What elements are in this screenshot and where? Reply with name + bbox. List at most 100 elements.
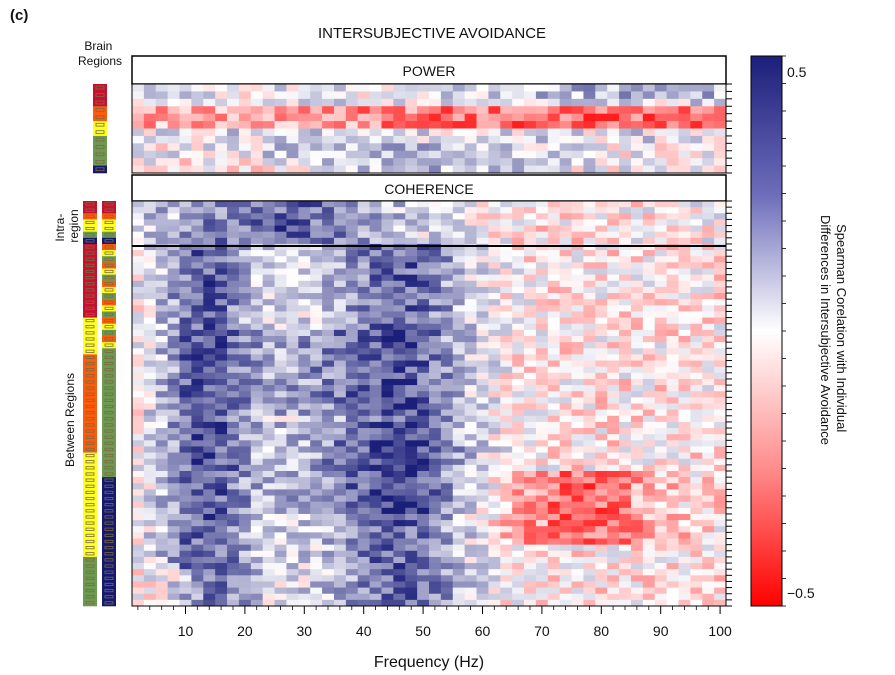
heatmap-cell [167,587,180,595]
heatmap-cell [476,538,489,546]
heatmap-cell [322,165,335,174]
heatmap-cell [464,201,477,208]
heatmap-cell [417,366,430,374]
heatmap-cell [690,317,703,325]
heatmap-cell [452,91,466,100]
heatmap-cell [345,243,359,251]
heatmap-cell [238,495,252,503]
heatmap-cell [571,128,584,137]
heatmap-cell [298,477,311,484]
heatmap-cell [369,593,382,601]
heatmap-cell [666,225,679,233]
heatmap-cell [595,587,608,595]
heatmap-cell [393,587,406,595]
heatmap-cell [571,428,584,435]
heatmap-cell [179,336,192,343]
heatmap-cell [512,526,525,533]
heatmap-cell [607,121,620,129]
heatmap-cell [381,225,394,233]
heatmap-cell [167,342,180,349]
region-marker [104,226,114,231]
heatmap-cell [333,243,347,251]
heatmap-cell [286,360,299,368]
heatmap-cell [203,526,216,533]
region-color-cell [83,391,97,398]
heatmap-cell [405,581,418,588]
heatmap-cell [333,293,347,300]
heatmap-cell [417,550,430,558]
heatmap-cell [238,378,252,386]
region-marker [104,245,114,249]
heatmap-cell [322,471,335,478]
heatmap-cell [524,231,537,239]
heatmap-cell [155,581,169,588]
heatmap-cell [322,489,335,496]
heatmap-cell [595,495,608,503]
heatmap-cell [132,501,145,509]
heatmap-cell [512,128,525,137]
heatmap-cell [678,464,691,472]
heatmap-cell [167,452,180,460]
heatmap-cell [298,434,311,441]
heatmap-cell [714,213,727,220]
heatmap-cell [690,225,703,233]
heatmap-cell [274,113,287,122]
heatmap-cell [274,165,287,174]
heatmap-cell [357,575,370,582]
heatmap-cell [642,520,656,527]
heatmap-cell [440,532,454,539]
heatmap-cell [286,84,299,92]
heatmap-cell [702,225,715,233]
heatmap-cell [595,262,608,269]
heatmap-cell [143,274,157,282]
heatmap-cell [333,219,347,226]
heatmap-cell [191,403,204,411]
heatmap-cell [512,587,525,595]
heatmap-cell [678,299,691,306]
heatmap-cell [440,458,454,466]
heatmap-cell [500,207,513,214]
heatmap-cell [357,113,370,122]
heatmap-cell [262,587,275,595]
heatmap-cell [357,121,370,129]
power-heatmap [132,84,727,174]
heatmap-cell [262,207,275,214]
region-marker [85,515,95,519]
heatmap-cell [476,593,489,601]
heatmap-cell [595,348,608,355]
heatmap-cell [298,544,311,552]
heatmap-cell [429,409,442,417]
heatmap-cell [286,150,299,159]
heatmap-cell [191,569,204,576]
heatmap-cell [357,397,370,404]
region-color-cell [102,342,116,349]
heatmap-cell [488,121,501,129]
heatmap-cell [227,143,240,152]
heatmap-cell [405,317,418,325]
heatmap-cell [179,513,192,521]
region-color-cell [102,599,116,607]
heatmap-cell [155,98,169,107]
heatmap-cell [429,372,442,380]
heatmap-cell [429,274,442,282]
heatmap-cell [500,550,513,558]
heatmap-cell [333,256,347,263]
heatmap-cell [559,532,572,539]
heatmap-cell [500,91,513,100]
region-color-cell [83,262,97,269]
heatmap-cell [464,91,477,100]
heatmap-cell [274,135,287,144]
heatmap-cell [417,128,430,137]
heatmap-cell [571,563,584,570]
heatmap-cell [286,599,299,607]
heatmap-cell [227,575,240,582]
heatmap-cell [274,538,287,546]
heatmap-cell [393,237,406,245]
heatmap-cell [298,397,311,404]
region-marker [85,576,95,580]
heatmap-cell [238,158,252,166]
region-color-cell [83,513,97,521]
heatmap-cell [274,397,287,404]
x-tick-label: 50 [415,623,431,639]
heatmap-cell [250,434,264,441]
